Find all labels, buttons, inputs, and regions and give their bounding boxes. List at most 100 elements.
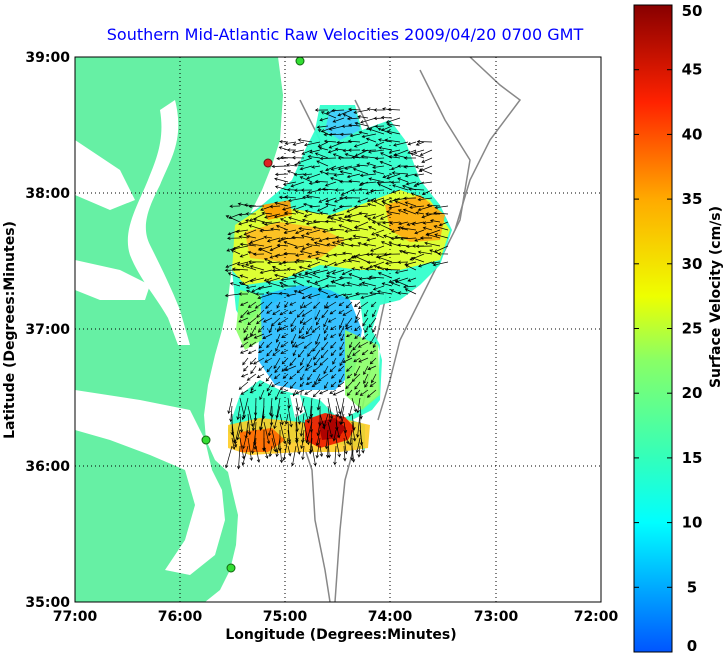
velocity-arrow <box>240 309 249 319</box>
velocity-arrow <box>325 301 337 309</box>
velocity-arrow <box>346 373 353 379</box>
velocity-arrow <box>370 199 385 207</box>
velocity-arrow <box>272 349 281 356</box>
velocity-arrow <box>369 349 377 354</box>
velocity-arrow <box>319 445 324 457</box>
velocity-arrow <box>345 317 353 328</box>
velocity-arrow <box>295 258 313 263</box>
velocity-arrow <box>390 281 401 287</box>
velocity-arrow <box>307 349 313 357</box>
velocity-arrow <box>390 180 401 185</box>
velocity-arrow <box>343 213 353 219</box>
velocity-arrow <box>434 233 449 239</box>
velocity-arrow <box>394 269 409 274</box>
velocity-arrow <box>347 213 361 219</box>
velocity-arrow <box>407 141 417 146</box>
velocity-arrow <box>327 149 337 154</box>
velocity-arrow <box>332 357 337 365</box>
velocity-arrow <box>278 146 289 151</box>
velocity-arrow <box>289 301 297 306</box>
velocity-arrow <box>299 250 313 255</box>
velocity-arrow <box>359 181 377 186</box>
velocity-arrow <box>267 281 281 287</box>
velocity-arrow <box>238 317 249 323</box>
velocity-arrow <box>338 397 345 420</box>
velocity-arrow <box>272 309 281 316</box>
velocity-arrow <box>397 260 409 265</box>
velocity-arrow <box>238 235 249 239</box>
velocity-arrow <box>314 108 329 112</box>
velocity-arrow <box>415 181 433 186</box>
velocity-arrow <box>398 221 409 226</box>
velocity-arrow <box>317 373 329 382</box>
velocity-arrow <box>329 365 337 373</box>
velocity-arrow <box>240 264 257 271</box>
velocity-arrow <box>318 197 329 203</box>
velocity-arrow <box>305 194 321 199</box>
velocity-arrow <box>367 365 377 371</box>
velocity-arrow <box>289 357 297 367</box>
velocity-arrow <box>243 333 249 342</box>
x-tick-label: 75:00 <box>263 609 308 625</box>
velocity-arrow <box>404 288 417 295</box>
velocity-arrow <box>352 167 369 175</box>
velocity-arrow <box>325 171 337 176</box>
velocity-arrow <box>389 221 401 225</box>
velocity-arrow <box>361 349 369 356</box>
velocity-arrow <box>337 156 352 160</box>
velocity-arrow <box>330 373 337 379</box>
velocity-arrow <box>388 241 401 247</box>
velocity-arrow <box>305 381 313 386</box>
velocity-arrow <box>239 413 244 433</box>
velocity-arrow <box>354 317 361 323</box>
velocity-arrow <box>251 413 257 432</box>
velocity-arrow <box>373 108 384 112</box>
velocity-arrow <box>295 229 305 235</box>
velocity-arrow <box>314 179 329 184</box>
velocity-arrow <box>325 197 337 203</box>
y-tick-label: 36:00 <box>25 459 70 475</box>
velocity-arrow <box>422 226 433 231</box>
velocity-arrow <box>309 405 314 418</box>
velocity-arrow <box>376 180 393 185</box>
velocity-arrow <box>362 317 369 327</box>
velocity-arrow <box>240 373 249 378</box>
velocity-arrow <box>310 237 321 241</box>
velocity-arrow <box>243 229 257 236</box>
velocity-arrow <box>247 405 254 428</box>
velocity-arrow <box>302 202 313 207</box>
velocity-arrow <box>317 141 329 148</box>
velocity-arrow <box>337 165 353 171</box>
velocity-arrow <box>353 357 361 363</box>
velocity-arrow <box>301 309 313 317</box>
velocity-arrow <box>340 333 345 342</box>
velocity-arrow <box>268 397 273 417</box>
velocity-arrow <box>339 317 345 329</box>
velocity-arrow <box>371 220 385 225</box>
velocity-arrow <box>299 397 305 414</box>
colorbar-tick-label: 50 <box>682 2 703 20</box>
velocity-arrow <box>261 211 273 215</box>
velocity-arrow <box>338 204 353 209</box>
velocity-arrow <box>300 188 313 192</box>
x-tick-label: 72:00 <box>574 609 619 625</box>
velocity-arrow <box>280 341 289 348</box>
velocity-arrow <box>362 333 369 340</box>
velocity-arrow <box>351 397 357 413</box>
velocity-arrow <box>372 309 377 318</box>
velocity-arrow <box>319 117 329 122</box>
velocity-arrow <box>304 389 313 395</box>
velocity-arrow <box>383 234 393 239</box>
velocity-arrow <box>369 357 377 365</box>
velocity-arrow <box>317 187 329 192</box>
velocity-arrow <box>302 317 313 325</box>
velocity-arrow <box>264 221 281 226</box>
velocity-arrow <box>229 204 241 209</box>
velocity-arrow <box>399 237 417 241</box>
velocity-arrow <box>369 252 385 257</box>
velocity-vectors <box>224 107 449 470</box>
velocity-arrow <box>245 285 257 290</box>
velocity-arrow <box>318 146 329 151</box>
velocity-arrow <box>301 245 313 251</box>
velocity-arrow <box>346 117 361 121</box>
